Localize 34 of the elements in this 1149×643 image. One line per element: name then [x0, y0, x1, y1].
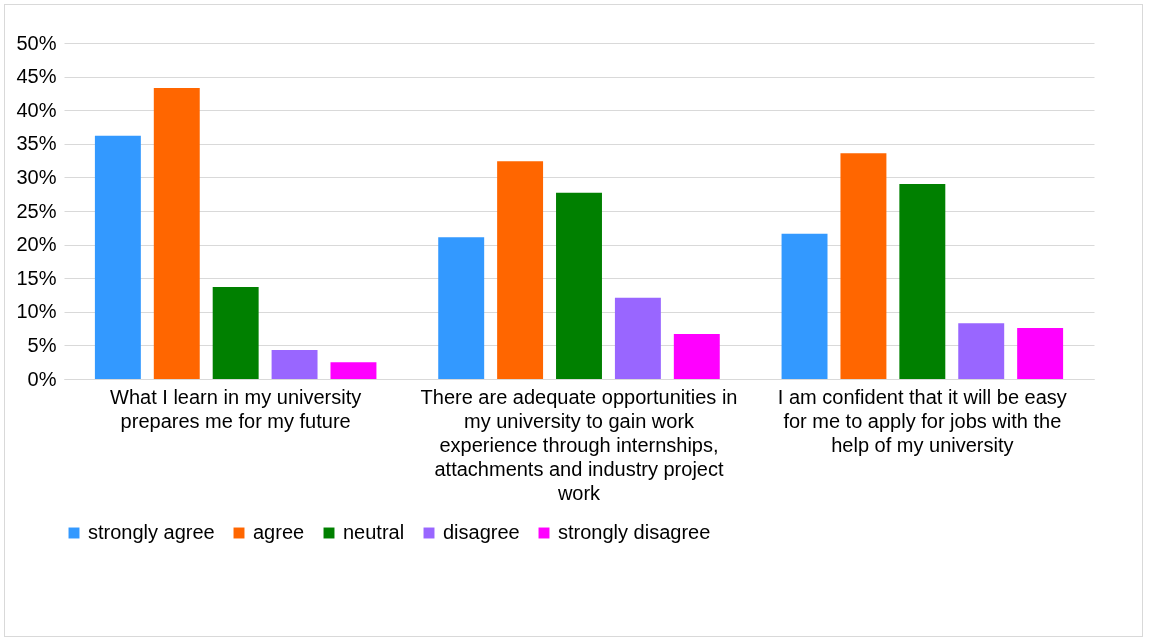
legend-label: disagree	[443, 521, 520, 543]
bar	[94, 135, 141, 379]
x-tick-label: There are adequate opportunities in my university to gain work experience through internships, attachments and industry project work	[420, 385, 738, 504]
legend-label: agree	[253, 521, 305, 543]
y-tick-label: 45%	[16, 65, 57, 88]
bar	[614, 297, 661, 379]
bar	[271, 350, 318, 379]
y-tick-label: 10%	[16, 300, 57, 323]
bar	[438, 237, 485, 379]
y-tick-label: 25%	[16, 199, 57, 222]
bar	[330, 362, 377, 379]
bar	[781, 233, 828, 379]
bar	[212, 286, 259, 379]
bar	[497, 161, 544, 379]
bar	[840, 153, 887, 379]
x-tick-label: I am confident that it will be easy for me to apply for jobs with the help of my university	[777, 385, 1067, 456]
y-tick-label: 15%	[16, 266, 57, 289]
bar	[958, 323, 1005, 379]
y-tick-label: 35%	[16, 132, 57, 155]
legend-label: strongly disagree	[558, 521, 711, 543]
y-tick-label: 40%	[16, 98, 57, 121]
bar	[556, 192, 602, 379]
y-tick-label: 30%	[16, 165, 57, 188]
bar	[153, 88, 200, 379]
bar	[899, 184, 946, 379]
y-tick-label: 0%	[27, 367, 57, 390]
legend-label: strongly agree	[88, 521, 215, 543]
y-tick-label: 5%	[27, 333, 57, 356]
bar	[1017, 327, 1064, 379]
x-tick-label: What I learn in my university prepares me for my future	[110, 385, 362, 432]
y-tick-label: 20%	[16, 233, 57, 256]
y-tick-label: 50%	[16, 31, 57, 54]
bar	[673, 333, 720, 379]
legend-label: neutral	[343, 521, 405, 543]
